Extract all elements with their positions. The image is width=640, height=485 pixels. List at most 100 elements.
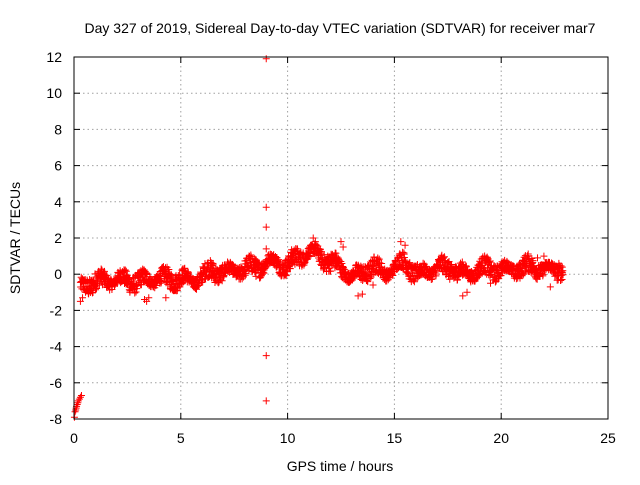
data-point xyxy=(262,245,270,253)
x-tick-label: 15 xyxy=(387,430,403,446)
data-point xyxy=(76,297,84,305)
x-tick-label: 25 xyxy=(600,430,616,446)
x-tick-label: 5 xyxy=(177,430,185,446)
data-point xyxy=(122,267,130,275)
data-point xyxy=(486,257,494,265)
data-point xyxy=(398,263,406,271)
x-axis-label: GPS time / hours xyxy=(287,458,394,474)
data-point xyxy=(184,269,192,277)
data-point xyxy=(422,262,430,270)
data-point xyxy=(252,272,260,280)
data-point xyxy=(410,278,418,286)
data-point xyxy=(181,264,189,272)
data-point xyxy=(440,254,448,262)
data-point xyxy=(132,288,140,296)
data-point xyxy=(378,259,386,267)
data-point xyxy=(463,288,471,296)
data-point xyxy=(162,294,170,302)
data-point xyxy=(140,296,148,304)
data-point xyxy=(432,270,440,278)
data-point xyxy=(555,259,563,267)
data-point xyxy=(216,276,224,284)
data-points xyxy=(70,55,567,421)
data-point xyxy=(166,272,174,280)
data-point xyxy=(332,249,340,257)
data-point xyxy=(546,283,554,291)
data-point xyxy=(559,271,567,279)
data-point xyxy=(358,290,366,298)
data-point xyxy=(76,393,84,401)
y-tick-label: -2 xyxy=(50,302,63,318)
data-point xyxy=(75,395,83,403)
data-point xyxy=(458,258,466,266)
data-point xyxy=(145,294,153,302)
data-point xyxy=(534,254,542,262)
data-point xyxy=(337,238,345,246)
data-point xyxy=(286,265,294,273)
data-point xyxy=(262,256,270,264)
data-point xyxy=(446,275,454,283)
data-point xyxy=(354,292,362,300)
data-point xyxy=(262,352,270,360)
data-point xyxy=(103,272,111,280)
data-point xyxy=(209,259,217,267)
y-tick-label: 10 xyxy=(46,85,62,101)
data-point xyxy=(257,273,265,281)
y-tick-label: 6 xyxy=(54,158,62,174)
data-point xyxy=(369,281,377,289)
y-tick-label: -4 xyxy=(50,339,63,355)
y-tick-label: -6 xyxy=(50,375,63,391)
data-point xyxy=(428,275,436,283)
data-point xyxy=(339,243,347,251)
data-point xyxy=(327,267,335,275)
data-point xyxy=(262,397,270,405)
data-point xyxy=(239,273,247,281)
y-axis-label: SDTVAR / TECUs xyxy=(7,182,23,294)
plot-frame xyxy=(73,56,609,420)
data-point xyxy=(462,262,470,270)
data-point xyxy=(309,234,317,242)
data-point xyxy=(131,289,139,297)
data-point xyxy=(312,241,320,249)
x-tick-label: 0 xyxy=(70,430,78,446)
y-tick-label: -8 xyxy=(50,411,63,427)
data-point xyxy=(262,55,270,63)
x-tick-label: 10 xyxy=(280,430,296,446)
data-point xyxy=(262,223,270,231)
data-point xyxy=(497,272,505,280)
data-point xyxy=(305,252,313,260)
data-point xyxy=(399,248,407,256)
chart-title: Day 327 of 2019, Sidereal Day-to-day VTE… xyxy=(85,20,596,36)
data-point xyxy=(218,277,226,285)
data-point xyxy=(557,276,565,284)
y-tick-label: 4 xyxy=(54,194,62,210)
y-tick-label: 2 xyxy=(54,230,62,246)
y-tick-labels: -8 -6 -4 -2 0 2 4 6 8 10 12 xyxy=(46,49,62,427)
data-point xyxy=(320,251,328,259)
data-point xyxy=(252,256,260,264)
data-point xyxy=(529,257,537,265)
data-point xyxy=(401,241,409,249)
data-point xyxy=(491,278,499,286)
data-point xyxy=(288,248,296,256)
data-point xyxy=(74,397,82,405)
data-point xyxy=(462,263,470,271)
data-point xyxy=(94,279,102,287)
data-point xyxy=(73,401,81,409)
data-point xyxy=(459,292,467,300)
data-point xyxy=(79,294,87,302)
x-tick-labels: 0 5 10 15 20 25 xyxy=(70,430,616,446)
data-point xyxy=(376,259,384,267)
data-point xyxy=(198,279,206,287)
y-tick-label: 8 xyxy=(54,121,62,137)
grid xyxy=(74,57,608,419)
data-point xyxy=(397,238,405,246)
data-point xyxy=(338,260,346,268)
data-point xyxy=(121,266,129,274)
data-point xyxy=(485,258,493,266)
data-point xyxy=(101,267,109,275)
data-point xyxy=(71,408,79,416)
data-point xyxy=(487,279,495,287)
y-tick-label: 0 xyxy=(54,266,62,282)
